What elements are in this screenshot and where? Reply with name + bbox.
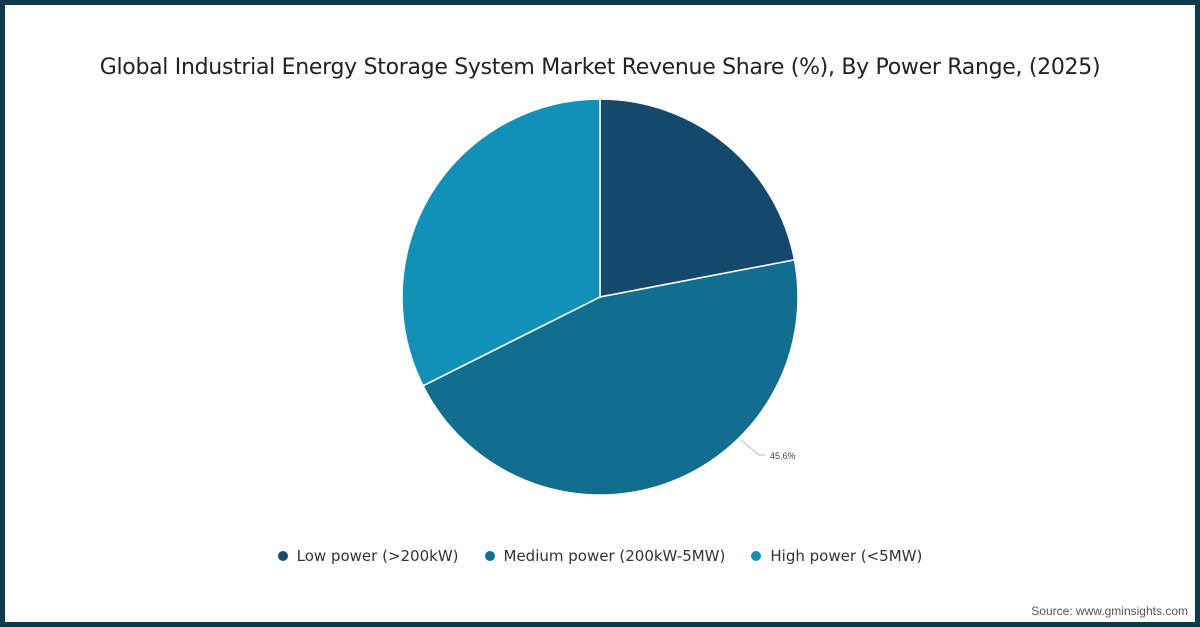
data-label-leader-line xyxy=(740,439,765,456)
legend-dot-icon xyxy=(751,551,762,561)
pie-slice-low[interactable] xyxy=(599,98,796,298)
legend-item-low[interactable]: Low power (>200kW) xyxy=(277,547,459,565)
chart-title: Global Industrial Energy Storage System … xyxy=(99,55,1101,80)
source-note: Source: www.gminsights.com xyxy=(1031,604,1188,618)
legend-dot-icon xyxy=(484,551,495,561)
legend-item-high[interactable]: High power (<5MW) xyxy=(751,547,922,565)
legend-label: Low power (>200kW) xyxy=(296,547,459,565)
data-label-medium: 45.6% xyxy=(770,451,796,461)
legend-label: Medium power (200kW-5MW) xyxy=(503,547,726,565)
legend-label: High power (<5MW) xyxy=(770,547,923,565)
legend-dot-icon xyxy=(277,551,288,561)
pie-slice-high[interactable] xyxy=(401,98,601,387)
chart-legend: Low power (>200kW) Medium power (200kW-5… xyxy=(0,547,1200,565)
pie-slice-medium[interactable] xyxy=(422,259,799,496)
legend-item-medium[interactable]: Medium power (200kW-5MW) xyxy=(484,547,726,565)
